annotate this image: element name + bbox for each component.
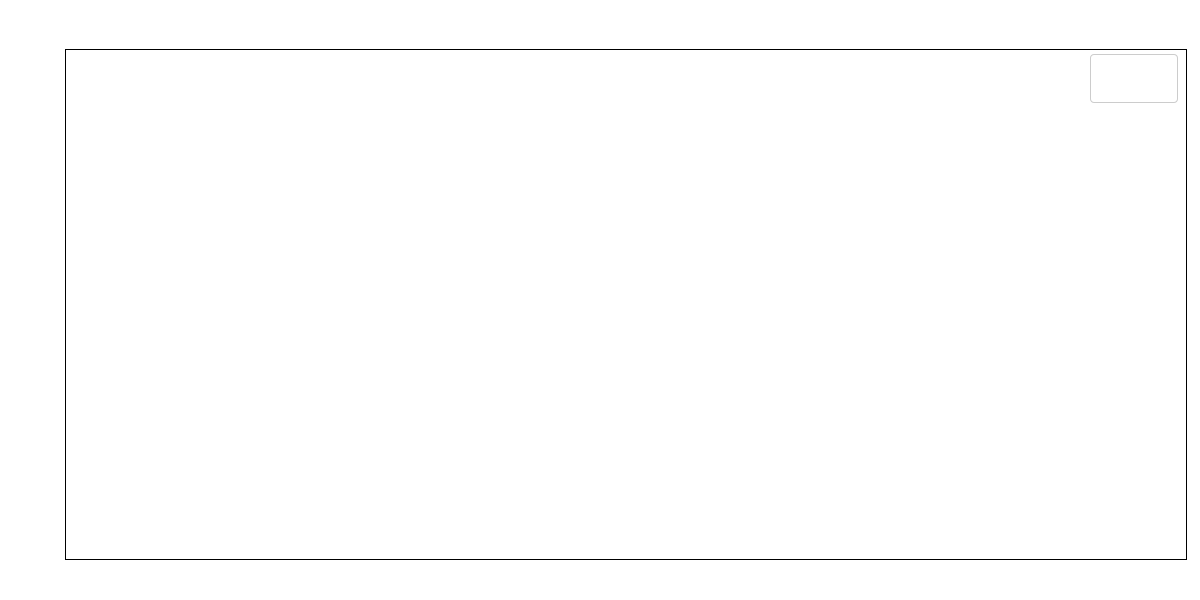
- legend-item-female: [1097, 82, 1171, 93]
- legend-item-male: [1097, 65, 1171, 76]
- legend: [1090, 54, 1178, 103]
- female-color-swatch: [1097, 82, 1127, 93]
- male-color-swatch: [1097, 65, 1127, 76]
- plot-area: [65, 49, 1187, 560]
